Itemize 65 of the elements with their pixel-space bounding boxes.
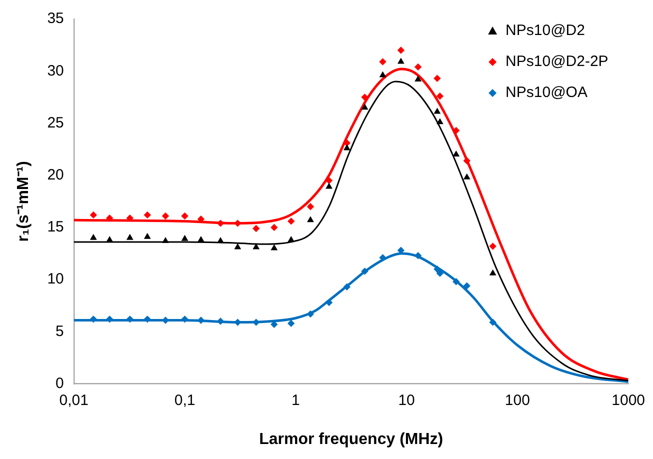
point bbox=[434, 74, 441, 82]
point bbox=[379, 58, 386, 66]
y-tick-label: 25 bbox=[47, 114, 64, 132]
point bbox=[414, 75, 422, 82]
point bbox=[306, 203, 314, 210]
point bbox=[361, 94, 368, 101]
x-tick-label: 100 bbox=[504, 392, 530, 409]
y-tick-label: 35 bbox=[47, 10, 64, 28]
point bbox=[343, 144, 350, 150]
point bbox=[379, 71, 386, 78]
point bbox=[181, 234, 188, 241]
point bbox=[379, 254, 386, 262]
point bbox=[288, 236, 295, 242]
y-tick-label: 15 bbox=[47, 218, 64, 236]
point bbox=[126, 316, 134, 323]
point bbox=[434, 108, 441, 114]
point bbox=[126, 214, 134, 222]
point bbox=[361, 268, 368, 275]
point bbox=[326, 182, 332, 189]
point bbox=[144, 211, 151, 219]
point bbox=[270, 244, 278, 250]
point bbox=[90, 316, 98, 323]
point bbox=[90, 211, 98, 219]
point bbox=[144, 232, 151, 239]
point bbox=[234, 243, 242, 250]
point bbox=[288, 218, 295, 225]
y-tick-label: 10 bbox=[47, 270, 64, 288]
legend-label: NPs10@D2-2P bbox=[506, 53, 608, 70]
point bbox=[216, 318, 224, 325]
y-tick-label: 0 bbox=[56, 374, 64, 392]
point bbox=[414, 63, 422, 71]
point bbox=[90, 234, 97, 240]
point bbox=[181, 212, 188, 220]
x-tick-label: 0,01 bbox=[59, 392, 88, 409]
y-tick-label: 20 bbox=[47, 166, 64, 184]
point bbox=[198, 236, 204, 242]
point bbox=[270, 224, 278, 232]
point bbox=[306, 310, 314, 318]
point bbox=[288, 320, 295, 327]
point bbox=[216, 220, 224, 227]
x-axis-title: Larmor frequency (MHz) bbox=[259, 430, 444, 448]
point bbox=[144, 316, 151, 323]
y-tick-label: 5 bbox=[56, 322, 64, 340]
point bbox=[361, 104, 368, 110]
point bbox=[307, 216, 314, 222]
point bbox=[434, 266, 441, 273]
y-axis-title: r₁(s⁻¹mM⁻¹) bbox=[15, 161, 32, 242]
point bbox=[197, 316, 205, 324]
y-tick-label: 30 bbox=[47, 62, 64, 80]
x-tick-label: 10 bbox=[398, 392, 415, 409]
legend-label: NPs10@OA bbox=[506, 84, 588, 102]
point bbox=[397, 58, 404, 64]
x-tick-label: 0,1 bbox=[174, 392, 196, 409]
point bbox=[181, 316, 188, 323]
point bbox=[162, 212, 170, 220]
legend-label: NPs10@D2 bbox=[506, 22, 585, 40]
x-tick-label: 1 bbox=[291, 392, 300, 409]
point bbox=[252, 224, 260, 232]
point bbox=[397, 46, 405, 54]
point bbox=[162, 237, 169, 244]
point bbox=[343, 283, 351, 290]
point bbox=[126, 234, 134, 240]
point bbox=[252, 243, 260, 250]
point bbox=[252, 318, 260, 326]
x-tick-label: 1000 bbox=[612, 392, 646, 409]
